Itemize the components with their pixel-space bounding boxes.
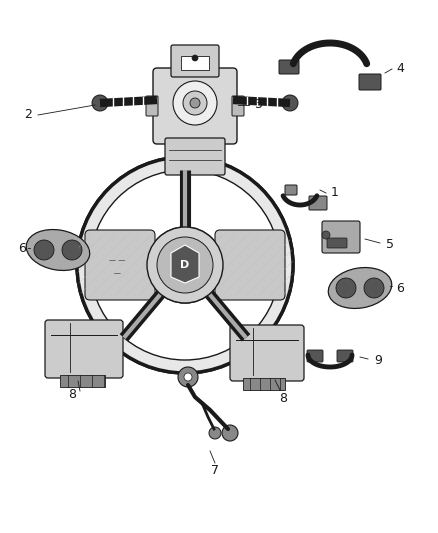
Text: 6: 6 (396, 281, 404, 295)
FancyBboxPatch shape (322, 221, 360, 253)
Text: 3: 3 (254, 99, 262, 111)
Circle shape (147, 227, 223, 303)
Circle shape (34, 240, 54, 260)
Text: 1: 1 (331, 187, 339, 199)
Circle shape (282, 95, 298, 111)
Circle shape (322, 231, 330, 239)
FancyBboxPatch shape (85, 230, 155, 300)
FancyBboxPatch shape (327, 238, 347, 248)
Polygon shape (171, 245, 199, 283)
Text: —: — (113, 270, 120, 276)
Circle shape (183, 91, 207, 115)
FancyBboxPatch shape (45, 320, 123, 378)
Text: 5: 5 (386, 238, 394, 252)
Text: 7: 7 (211, 464, 219, 478)
FancyBboxPatch shape (215, 230, 285, 300)
FancyBboxPatch shape (307, 350, 323, 362)
Circle shape (157, 237, 213, 293)
Circle shape (222, 425, 238, 441)
Circle shape (336, 278, 356, 298)
Text: 9: 9 (374, 353, 382, 367)
FancyBboxPatch shape (165, 138, 225, 175)
Text: 8: 8 (68, 389, 76, 401)
Text: D: D (180, 260, 190, 270)
Circle shape (147, 227, 223, 303)
FancyBboxPatch shape (146, 96, 158, 116)
FancyBboxPatch shape (359, 74, 381, 90)
Circle shape (62, 240, 82, 260)
Circle shape (92, 95, 108, 111)
Bar (181, 56, 209, 70)
Circle shape (178, 367, 198, 387)
FancyBboxPatch shape (153, 68, 237, 144)
FancyBboxPatch shape (309, 196, 327, 210)
Circle shape (192, 55, 198, 61)
Text: 4: 4 (396, 61, 404, 75)
FancyBboxPatch shape (230, 325, 304, 381)
Ellipse shape (328, 268, 392, 309)
Circle shape (77, 157, 293, 373)
FancyBboxPatch shape (285, 185, 297, 195)
Bar (243, 378, 285, 390)
Ellipse shape (26, 230, 90, 270)
Circle shape (364, 278, 384, 298)
Text: 6: 6 (18, 241, 26, 254)
Circle shape (157, 237, 213, 293)
Circle shape (90, 170, 280, 360)
Text: 8: 8 (279, 392, 287, 405)
Text: D: D (180, 260, 190, 270)
Bar (60, 375, 105, 387)
Circle shape (173, 81, 217, 125)
FancyBboxPatch shape (279, 60, 299, 74)
Circle shape (190, 98, 200, 108)
Circle shape (209, 427, 221, 439)
Text: — —: — — (109, 257, 125, 263)
Circle shape (184, 373, 192, 381)
Text: 2: 2 (24, 109, 32, 122)
FancyBboxPatch shape (232, 96, 244, 116)
Polygon shape (171, 245, 199, 283)
FancyBboxPatch shape (171, 45, 219, 77)
FancyBboxPatch shape (337, 350, 353, 362)
